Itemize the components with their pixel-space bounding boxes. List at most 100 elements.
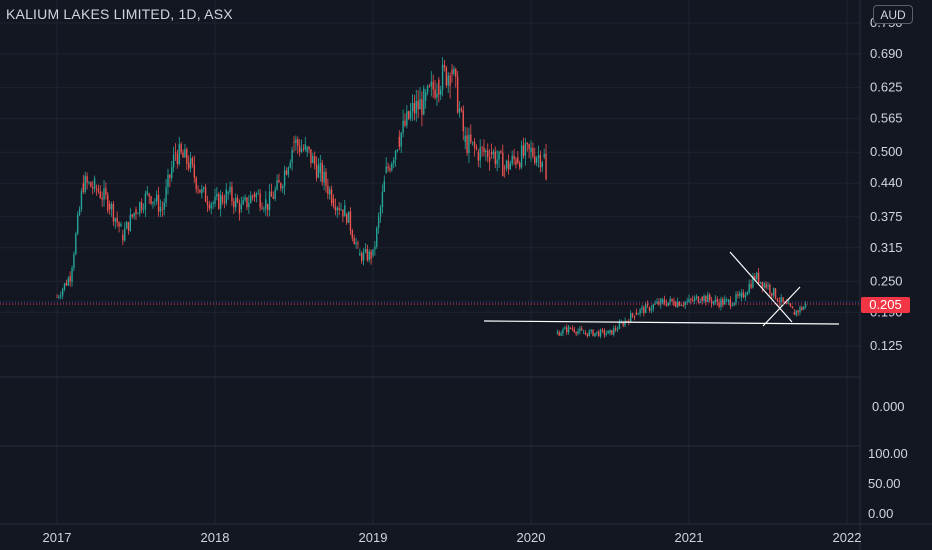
candle-body [409,110,412,119]
candle-body [658,301,660,305]
candle-body [500,151,502,153]
candle-body [255,193,258,198]
candle-body [368,251,370,261]
candle-body [327,185,329,195]
candle-body [631,313,634,316]
candle-body [92,187,94,189]
candle-body [261,207,263,209]
candle-body [353,238,355,245]
candle-body [492,151,495,155]
candle-body [588,331,591,337]
currency-button[interactable]: AUD [873,5,913,24]
candle-body [231,186,233,202]
candle-body [752,276,754,288]
candle-body [582,333,585,334]
price-tick-label: 0.565 [870,111,903,126]
candle-body [731,305,733,307]
candle-body [342,209,344,217]
candle-body [678,301,681,306]
candle-body [613,328,615,335]
candle-body [406,111,408,126]
candle-body [737,294,739,296]
candle-body [278,180,280,183]
candle-body [470,134,472,143]
candle-body [345,214,348,223]
candle-body [440,89,442,95]
candle-body [372,249,374,256]
candle-body [692,299,694,301]
candle-body [377,216,380,228]
candle-body [776,298,779,302]
candle-body [394,150,397,160]
candle-body [641,307,643,310]
candle-body [165,187,167,203]
candle-body [332,198,335,207]
candle-body [402,120,404,133]
time-axis[interactable]: 2017 2018 2019 2020 2021 2022 [43,530,862,545]
candle-body [60,295,62,297]
candle-body [381,191,384,208]
candle-body [654,303,656,305]
candle-body [88,182,90,184]
candle-body [718,302,720,307]
candle-body [110,203,113,210]
candle-body [475,147,478,150]
candle-body [754,276,756,280]
candle-body [84,176,86,192]
ascending-trendline[interactable] [762,286,801,327]
candle-body [349,211,352,231]
descending-trendline[interactable] [729,251,793,323]
candle-body [225,189,227,204]
candle-body [626,320,628,322]
candle-body [795,310,797,315]
candle-body [197,188,199,190]
candle-body [567,326,570,333]
candle-body [419,99,421,110]
price-tick-label: 0.315 [870,240,903,255]
time-tick-label: 2020 [517,530,546,545]
candle-body [757,272,760,284]
candle-body [146,191,148,194]
candle-body [532,148,534,157]
indicator-tick-label: 0.00 [868,506,893,521]
candle-body [76,214,79,234]
candle-body [441,64,444,90]
candle-body [361,253,363,261]
candle-body [374,246,376,250]
candle-body [392,159,395,164]
candle-body [238,202,241,214]
candle-body [633,315,636,318]
candle-body [417,101,419,110]
candle-body [503,167,506,169]
candle-body [272,196,275,199]
candle-body [78,208,81,215]
candle-body [364,249,367,252]
candle-body [423,88,425,115]
candle-body [157,194,160,212]
candle-body [485,150,487,153]
candle-body [761,281,764,288]
candle-body [733,302,735,306]
candle-body [251,195,254,197]
candle-body [543,153,545,158]
candle-body [208,205,211,209]
candle-body [176,153,179,165]
candle-body [140,202,143,210]
candle-body [233,201,235,208]
candle-body [780,297,782,303]
candle-body [259,193,261,208]
candle-body [219,195,222,209]
candle-body [67,278,69,286]
candle-body [778,301,780,303]
candle-body [586,333,589,337]
candle-body [774,288,777,299]
candle-body [686,301,688,302]
volume-tick-label: 0.000 [872,399,905,414]
candle-body [603,330,606,335]
candle-body [234,197,237,208]
support-trendline[interactable] [483,320,840,325]
candle-body [125,222,128,229]
candle-body [297,139,299,146]
candle-body [534,156,536,163]
